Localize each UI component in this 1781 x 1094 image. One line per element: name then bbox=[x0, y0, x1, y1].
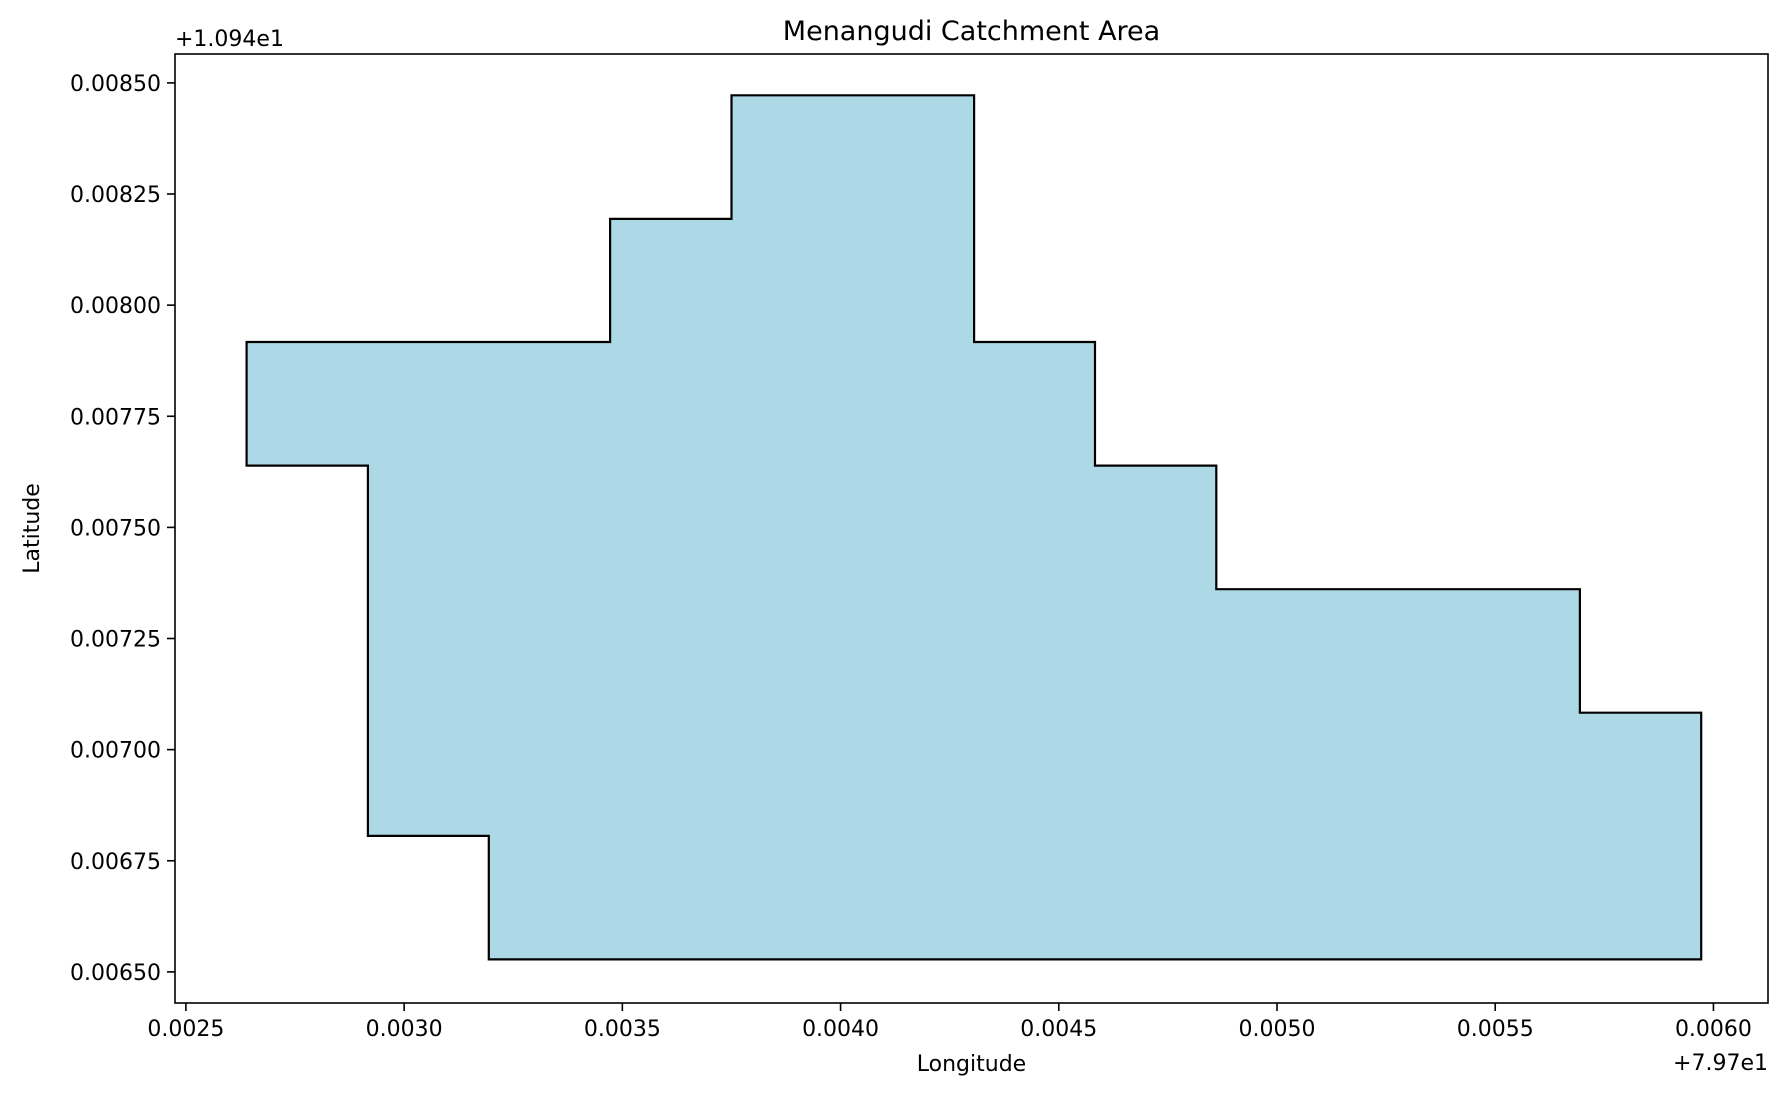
x-tick-label: 0.0030 bbox=[366, 1017, 443, 1042]
x-axis-offset-label: +7.97e1 bbox=[1673, 1051, 1768, 1076]
y-tick-label: 0.00675 bbox=[70, 850, 161, 875]
y-axis-ticks: 0.00650 0.00675 0.00700 0.00725 0.00750 0.007… bbox=[70, 72, 175, 986]
x-tick-label: 0.0055 bbox=[1457, 1017, 1534, 1042]
y-tick-label: 0.00750 bbox=[70, 516, 161, 541]
x-tick-label: 0.0040 bbox=[802, 1017, 879, 1042]
catchment-polygon bbox=[245, 94, 1703, 961]
y-tick-label: 0.00800 bbox=[70, 294, 161, 319]
y-tick-label: 0.00650 bbox=[70, 961, 161, 986]
y-axis-offset-label: +1.094e1 bbox=[175, 27, 284, 52]
axes-frame bbox=[174, 53, 1769, 1004]
y-tick-label: 0.00725 bbox=[70, 628, 161, 653]
x-tick-label: 0.0035 bbox=[584, 1017, 661, 1042]
chart-title: Menangudi Catchment Area bbox=[783, 16, 1160, 47]
x-axis-ticks: 0.0025 0.0030 0.0035 0.0040 0.0045 0.0050 0.00… bbox=[147, 1003, 1752, 1042]
x-tick-label: 0.0045 bbox=[1020, 1017, 1097, 1042]
x-tick-label: 0.0060 bbox=[1675, 1017, 1752, 1042]
x-axis-label: Longitude bbox=[917, 1052, 1026, 1077]
y-tick-label: 0.00825 bbox=[70, 183, 161, 208]
y-tick-label: 0.00850 bbox=[70, 72, 161, 97]
plot-area bbox=[245, 94, 1703, 961]
x-tick-label: 0.0025 bbox=[147, 1017, 224, 1042]
y-tick-label: 0.00700 bbox=[70, 739, 161, 764]
y-axis-label: Latitude bbox=[20, 483, 45, 574]
x-tick-label: 0.0050 bbox=[1239, 1017, 1316, 1042]
y-tick-label: 0.00775 bbox=[70, 405, 161, 430]
